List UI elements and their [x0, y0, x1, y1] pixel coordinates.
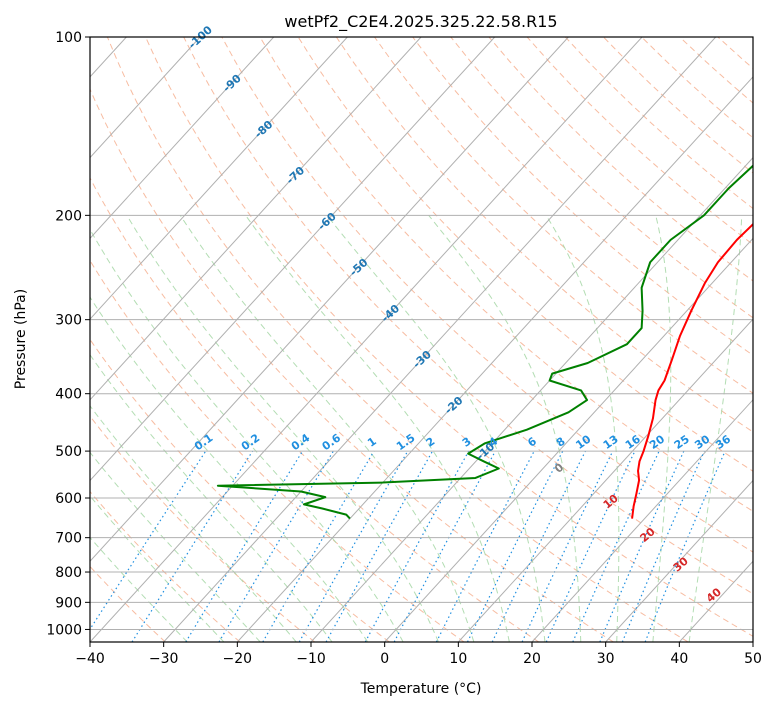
isotherm-line [90, 37, 275, 240]
chart-title: wetPf2_C2E4.2025.325.22.58.R15 [284, 12, 557, 32]
moist-adiabat [90, 404, 297, 642]
moist-adiabat [688, 215, 743, 642]
x-tick-label: 10 [449, 651, 467, 667]
x-axis: −40 −30 −20 −10 0 10 20 30 40 50 [75, 642, 762, 667]
x-tick-label: 40 [670, 651, 688, 667]
moist-adiabat [90, 296, 369, 642]
dry-adiabat [221, 37, 753, 553]
x-tick-label: 0 [380, 651, 389, 667]
isotherm-line [752, 641, 753, 642]
y-tick-label: 100 [55, 30, 82, 46]
moist-adiabat [90, 495, 225, 642]
y-tick-label: 500 [55, 444, 82, 460]
mixing-ratio-line [491, 450, 586, 642]
mixing-ratio-line [218, 450, 334, 642]
dry-adiabat [90, 176, 540, 642]
dry-adiabat [90, 88, 614, 642]
y-tick-label: 300 [55, 313, 82, 329]
mixing-ratio-line [364, 450, 470, 642]
dry-adiabat [90, 565, 166, 642]
isotherm-line [457, 318, 753, 642]
isotherm-line [605, 479, 753, 642]
isotherm-line [90, 37, 201, 159]
mixing-ratio-line [262, 450, 375, 642]
x-tick-label: 30 [597, 651, 615, 667]
isotherm-line [90, 37, 569, 563]
isotherm-line [310, 156, 753, 642]
plot-frame [89, 36, 754, 643]
x-tick-label: −30 [149, 651, 179, 667]
y-tick-label: 200 [55, 208, 82, 224]
y-axis: 100 200 300 400 500 600 700 800 900 1000 [46, 30, 90, 638]
isotherm-line [163, 37, 717, 642]
dry-adiabat [90, 490, 241, 642]
y-tick-label: 1000 [46, 622, 82, 638]
dry-adiabat [90, 259, 465, 642]
dry-adiabat [412, 37, 753, 356]
series-layer [216, 164, 753, 520]
mixing-ratio-line [521, 450, 614, 642]
dry-adiabat [183, 37, 753, 595]
background-lines [90, 37, 753, 642]
x-axis-title: Temperature (°C) [360, 681, 482, 697]
mixing-ratio-line [131, 450, 254, 642]
dry-adiabat [450, 37, 753, 319]
isotherm-line [384, 237, 753, 642]
moist-adiabat [652, 215, 672, 642]
isotherm-line [90, 37, 496, 482]
moist-adiabat [90, 451, 261, 642]
temperature-profile [631, 222, 753, 519]
isotherm-line [90, 37, 643, 642]
mixing-ratio-line [466, 450, 564, 642]
dry-adiabat [90, 338, 390, 642]
moist-adiabat [326, 215, 546, 642]
y-tick-label: 800 [55, 565, 82, 581]
x-tick-label: 50 [744, 651, 762, 667]
moist-adiabat [245, 215, 510, 642]
y-tick-label: 400 [55, 387, 82, 403]
dry-adiabat [106, 37, 689, 642]
x-tick-label: −40 [75, 651, 105, 667]
isotherm-line [531, 399, 753, 642]
moist-adiabat [126, 215, 439, 642]
x-tick-label: −20 [223, 651, 253, 667]
moist-adiabat [90, 228, 404, 642]
isotherm-line [90, 37, 422, 401]
mixing-ratio-line [545, 450, 636, 642]
x-tick-label: 20 [523, 651, 541, 667]
isotherm-line [236, 76, 753, 642]
x-tick-label: −10 [296, 651, 326, 667]
y-tick-label: 900 [55, 595, 82, 611]
y-axis-title: Pressure (hPa) [13, 289, 29, 389]
mixing-ratio-line [90, 450, 207, 631]
mixing-ratio-line [185, 450, 304, 642]
plot-background [90, 37, 753, 642]
moist-adiabat [545, 215, 620, 642]
dewpoint-profile [216, 164, 753, 520]
moist-adiabat [428, 215, 582, 642]
isotherm-line [90, 37, 348, 320]
dry-adiabat [259, 37, 753, 512]
mixing-ratio-line [393, 450, 496, 642]
y-tick-label: 700 [55, 531, 82, 547]
moist-adiabat [90, 536, 188, 642]
y-tick-label: 600 [55, 491, 82, 507]
dry-adiabat [90, 415, 315, 642]
